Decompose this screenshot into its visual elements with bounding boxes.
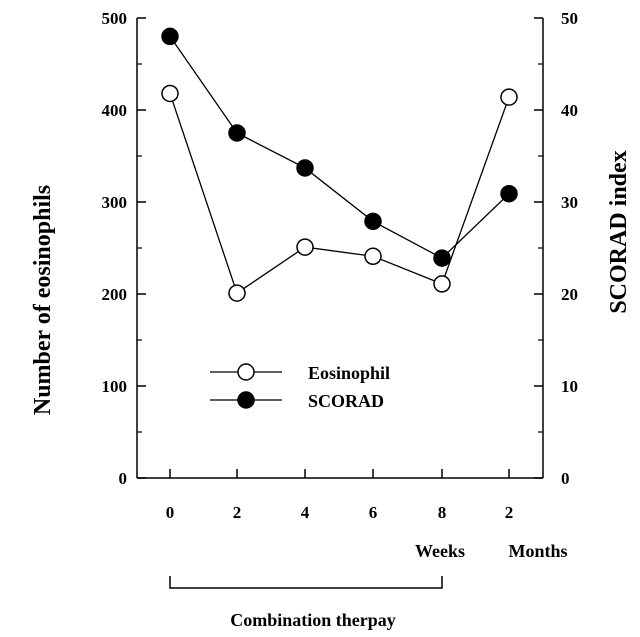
data-point-scorad [228,124,246,142]
therapy-bracket-label: Combination therpay [230,610,396,630]
left-axis-tick-label: 300 [102,193,128,212]
data-point-scorad [296,159,314,177]
legend-scorad-marker [237,391,255,409]
legend-scorad-label: SCORAD [308,391,384,411]
data-point-eosinophil [228,284,246,302]
right-axis-title: SCORAD index [606,150,632,313]
series-line-eosinophil [169,93,510,295]
right-axis-tick-label: 50 [561,9,578,28]
data-point-scorad [161,27,179,46]
x-axis-tick-label: 0 [166,503,175,522]
right-axis-tick-label: 30 [561,193,578,212]
series-line-scorad [169,36,510,259]
legend: Eosinophil SCORAD [210,363,390,411]
x-axis-tick-label: 6 [369,503,378,522]
x-unit-months: Months [508,541,567,561]
data-point-eosinophil [161,84,179,103]
left-axis-tick-label: 400 [102,101,128,120]
left-axis-tick-label: 500 [102,9,128,28]
therapy-bracket [169,576,443,589]
right-axis-tick-label: 40 [561,101,578,120]
data-point-scorad [500,184,518,203]
right-axis-tick-label: 10 [561,377,578,396]
data-point-eosinophil [364,247,382,266]
right-axis-tick-label: 0 [561,469,570,488]
x-axis-tick-label: 2 [505,503,514,522]
left-axis-tick-label: 0 [119,469,128,488]
series [161,27,518,302]
x-axis-tick-label: 4 [301,503,310,522]
left-axis-tick-label: 100 [102,377,128,396]
left-axis-tick-label: 200 [102,285,128,304]
data-point-eosinophil [433,275,451,293]
data-point-eosinophil [296,238,314,256]
data-point-scorad [364,212,382,231]
x-axis-tick-label: 8 [438,503,447,522]
data-point-eosinophil [500,88,518,106]
legend-eosinophil-marker [237,363,255,381]
x-unit-weeks: Weeks [415,541,465,561]
x-axis-tick-label: 2 [233,503,242,522]
data-point-scorad [433,249,451,267]
right-axis-tick-label: 20 [561,285,578,304]
left-axis-title: Number of eosinophils [30,185,56,415]
legend-eosinophil-label: Eosinophil [308,363,390,383]
